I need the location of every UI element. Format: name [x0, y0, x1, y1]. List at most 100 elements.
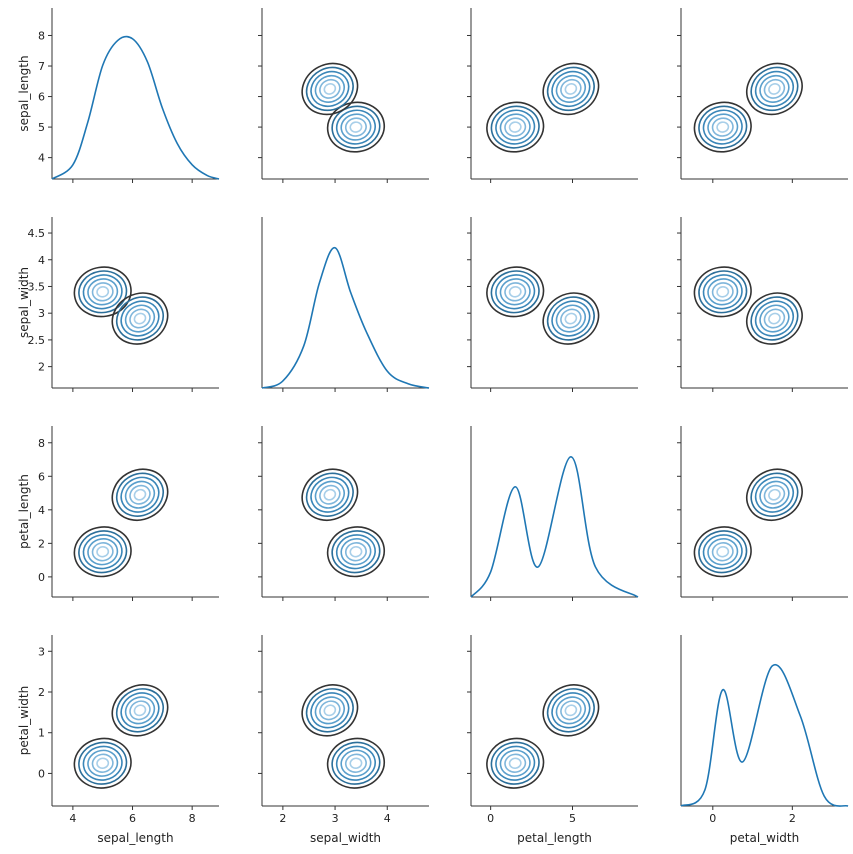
- y-tick-label: 2: [38, 537, 45, 550]
- kde-contour-high-2: [310, 70, 350, 108]
- kde-contour-low-1: [698, 270, 748, 314]
- kde-contour-low-2: [82, 745, 123, 781]
- x-tick-label: 6: [129, 812, 136, 825]
- y-axis-title-petal_width: petal_width: [17, 686, 31, 755]
- y-tick-label: 2: [38, 686, 45, 699]
- kde-contour-high-0: [301, 468, 359, 522]
- x-tick-label: 3: [332, 812, 339, 825]
- kde-contour-high-5: [323, 704, 337, 717]
- kde-contour-high-4: [560, 700, 582, 721]
- kde-contour-high-5: [323, 488, 337, 501]
- kde-contour-high-2: [754, 476, 795, 513]
- kde-contour-high-2: [754, 300, 795, 337]
- kde-contour-low-3: [499, 113, 531, 141]
- kde-contour-high-1: [305, 472, 354, 517]
- kde-contour-high-1: [115, 472, 164, 517]
- kde-contour-high-3: [314, 480, 346, 509]
- kde-contour-high-4: [129, 700, 151, 721]
- kde-contour-high-5: [564, 704, 578, 717]
- panel-petal_length-vs-sepal_width: [258, 426, 429, 601]
- x-tick-label: 4: [384, 812, 391, 825]
- kde-contour-high-0: [746, 468, 803, 522]
- kde-contour-high-5: [768, 83, 781, 95]
- y-tick-label: 4: [38, 504, 45, 517]
- kde-contour-low-5: [508, 121, 522, 133]
- panel-sepal_width-vs-sepal_length: 2 2.5 3 3.5 4 4.5: [28, 217, 219, 392]
- x-tick-label: 2: [279, 812, 286, 825]
- panel-petal_width-vs-sepal_width: 2 3 4: [258, 635, 429, 825]
- x-axis-title-sepal_length: sepal_length: [97, 831, 173, 845]
- kde-contour-low-4: [504, 117, 527, 137]
- kde-contour-high-3: [759, 480, 790, 509]
- kde-contour-high-2: [551, 70, 591, 108]
- kde-contour-high-3: [759, 74, 790, 103]
- kde-contour-low-0: [693, 266, 752, 318]
- y-tick-label: 3: [38, 307, 45, 320]
- kde-contour-low-3: [707, 278, 739, 306]
- kde-contour-low-5: [508, 286, 522, 298]
- kde-contour-low-2: [82, 534, 123, 570]
- kde-contour-high-3: [555, 74, 587, 103]
- kde-contour-low-4: [711, 542, 734, 562]
- kde-contour-low-3: [87, 278, 119, 306]
- kde-line-sepal_width: [261, 246, 430, 389]
- panel-sepal_width-vs-petal_width: [677, 217, 848, 392]
- kde-contour-low-3: [499, 749, 531, 777]
- kde-contour-low-0: [486, 101, 545, 153]
- kde-contour-low-4: [504, 753, 527, 773]
- kde-contour-high-3: [124, 696, 156, 725]
- kde-contour-high-5: [133, 488, 147, 501]
- x-tick-label: 0: [487, 812, 494, 825]
- kde-line-petal_width: [680, 663, 849, 807]
- y-tick-label: 2: [38, 361, 45, 374]
- kde-contour-high-4: [560, 308, 582, 329]
- kde-contour-low-0: [693, 101, 752, 153]
- kde-contour-low-2: [82, 274, 123, 310]
- kde-contour-high-0: [746, 62, 803, 116]
- kde-contour-low-2: [335, 745, 376, 781]
- panel-sepal_width-vs-sepal_width: [261, 217, 430, 392]
- y-tick-label: 3.5: [28, 280, 46, 293]
- y-tick-label: 4: [38, 254, 45, 267]
- kde-contour-low-5: [508, 757, 522, 769]
- y-tick-label: 4: [38, 152, 45, 165]
- kde-contour-low-3: [707, 113, 739, 141]
- panel-petal_width-vs-sepal_length: 4 6 8 0 1 2 3: [38, 635, 219, 825]
- kde-contour-high-5: [323, 83, 337, 95]
- x-tick-label: 5: [569, 812, 576, 825]
- kde-contour-high-0: [542, 292, 600, 345]
- kde-contour-high-0: [111, 684, 169, 737]
- panel-petal_length-vs-sepal_length: 0 2 4 6 8: [38, 426, 219, 601]
- kde-contour-low-1: [331, 530, 381, 574]
- panel-petal_length-vs-petal_length: [470, 426, 639, 601]
- kde-contour-low-4: [91, 542, 114, 562]
- panel-petal_length-vs-petal_width: [677, 426, 848, 601]
- kde-contour-high-1: [546, 66, 595, 112]
- kde-contour-high-1: [115, 688, 164, 733]
- kde-contour-high-0: [301, 684, 359, 737]
- kde-contour-high-1: [750, 296, 799, 341]
- kde-contour-high-3: [314, 74, 346, 103]
- kde-contour-high-5: [564, 83, 578, 95]
- y-tick-label: 3: [38, 645, 45, 658]
- kde-contour-low-1: [490, 270, 540, 314]
- x-axis-title-petal_length: petal_length: [517, 831, 592, 845]
- kde-contour-low-0: [73, 526, 132, 578]
- kde-contour-high-4: [319, 78, 341, 99]
- kde-contour-low-5: [96, 286, 110, 298]
- kde-contour-low-1: [78, 270, 128, 314]
- kde-contour-high-2: [120, 300, 160, 337]
- y-tick-label: 0: [38, 767, 45, 780]
- kde-contour-high-1: [546, 296, 595, 341]
- kde-contour-low-3: [340, 749, 372, 777]
- kde-contour-high-1: [115, 296, 164, 341]
- kde-contour-high-1: [750, 66, 799, 112]
- kde-contour-low-1: [331, 741, 381, 785]
- kde-contour-high-3: [314, 696, 346, 725]
- kde-contour-low-4: [344, 117, 367, 137]
- x-tick-label: 8: [189, 812, 196, 825]
- kde-contour-low-4: [344, 542, 367, 562]
- kde-contour-high-0: [111, 292, 169, 345]
- panel-sepal_length-vs-petal_width: [677, 8, 848, 183]
